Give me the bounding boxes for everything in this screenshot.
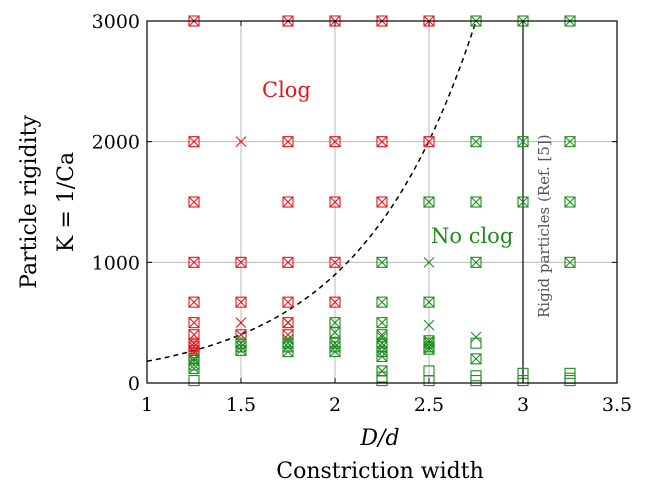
clog-square-x-point — [235, 256, 247, 268]
no_clog-x-point — [188, 355, 200, 367]
axis-ticks: 1 1.5 2 2.5 3 3.5 0 1000 2000 3000 — [92, 11, 632, 416]
clog-square-x-point — [188, 196, 200, 208]
no_clog-square-x-point — [470, 256, 482, 268]
no_clog-square-point — [564, 375, 576, 387]
no_clog-square-x-point — [282, 346, 294, 358]
plot-frame — [146, 20, 618, 384]
no_clog-square-x-point — [376, 365, 388, 377]
clog-square-x-point — [282, 196, 294, 208]
no_clog-square-x-point — [564, 196, 576, 208]
no_clog-square-x-point — [517, 136, 529, 148]
no_clog-x-point — [376, 331, 388, 343]
no_clog-square-x-point — [376, 317, 388, 329]
x-tick-label: 1.5 — [226, 394, 256, 416]
no_clog-x-point — [282, 334, 294, 345]
clog-square-x-point — [376, 136, 388, 148]
clog-square-x-point — [235, 296, 247, 308]
y-tick-label: 1000 — [92, 252, 140, 274]
x-tick-label: 3 — [517, 394, 529, 416]
no_clog-square-x-point — [470, 196, 482, 208]
y-tick-label: 0 — [128, 373, 140, 395]
clog-square-x-point — [188, 256, 200, 268]
clog-square-x-point — [329, 136, 341, 148]
y-axis-label: Particle rigidity — [17, 115, 42, 289]
no_clog-square-x-point — [376, 296, 388, 308]
clog-square-x-point — [329, 296, 341, 308]
x-axis-sublabel: Constriction width — [276, 459, 484, 484]
no_clog-square-x-point — [376, 350, 388, 363]
x-tick-label: 2.5 — [414, 394, 444, 416]
no_clog-square-x-point — [564, 136, 576, 148]
x-tick-label: 2 — [329, 394, 341, 416]
x-tick-label: 3.5 — [602, 394, 632, 416]
no_clog-square-point — [376, 371, 388, 383]
no_clog-x-point — [423, 319, 435, 331]
no_clog-x-point — [423, 256, 435, 268]
fit-curve — [146, 20, 477, 363]
no_clog-square-x-point — [329, 346, 341, 358]
clog-square-x-point — [282, 136, 294, 148]
clog-square-x-point — [423, 136, 435, 148]
y-tick-label: 2000 — [92, 132, 140, 154]
x-axis-label: D/d — [359, 426, 399, 451]
no_clog-square-point — [376, 375, 388, 387]
clog-x-point — [235, 136, 247, 148]
clog-square-x-point — [188, 317, 200, 329]
no_clog-square-x-point — [376, 256, 388, 268]
annotation-rigid-particles: Rigid particles (Ref. [5]) — [535, 134, 553, 318]
no_clog-square-x-point — [235, 344, 247, 356]
clog-square-x-point — [282, 256, 294, 268]
data-points — [188, 15, 576, 387]
clog-square-x-point — [329, 256, 341, 268]
no_clog-square-x-point — [329, 317, 341, 329]
no_clog-x-point — [470, 331, 482, 343]
y-axis-label-formula: K = 1/Ca — [54, 152, 79, 252]
no_clog-square-point — [470, 337, 482, 349]
clog-square-x-point — [329, 196, 341, 208]
no_clog-square-x-point — [517, 196, 529, 208]
annotation-clog: Clog — [262, 78, 311, 102]
annotation-no-clog: No clog — [431, 224, 513, 248]
clog-x-point — [282, 317, 294, 329]
fit-curve-layer — [146, 20, 477, 363]
clog-square-x-point — [188, 136, 200, 148]
y-tick-label: 3000 — [92, 11, 140, 33]
clog-square-x-point — [188, 296, 200, 308]
x-tick-label: 1 — [141, 394, 153, 416]
no_clog-square-x-point — [423, 335, 435, 347]
no_clog-square-point — [423, 375, 435, 387]
clog-square-x-point — [282, 296, 294, 308]
no_clog-square-x-point — [329, 326, 341, 338]
no_clog-square-x-point — [423, 296, 435, 308]
no_clog-square-x-point — [470, 353, 482, 365]
no_clog-square-point — [470, 370, 482, 382]
clog-square-x-point — [188, 347, 200, 359]
no_clog-square-x-point — [564, 256, 576, 268]
clog-x-point — [235, 317, 247, 329]
no_clog-square-x-point — [470, 136, 482, 148]
no_clog-square-point — [188, 375, 200, 387]
no_clog-square-x-point — [423, 196, 435, 208]
clog-square-x-point — [376, 196, 388, 208]
no_clog-square-point — [517, 375, 529, 387]
